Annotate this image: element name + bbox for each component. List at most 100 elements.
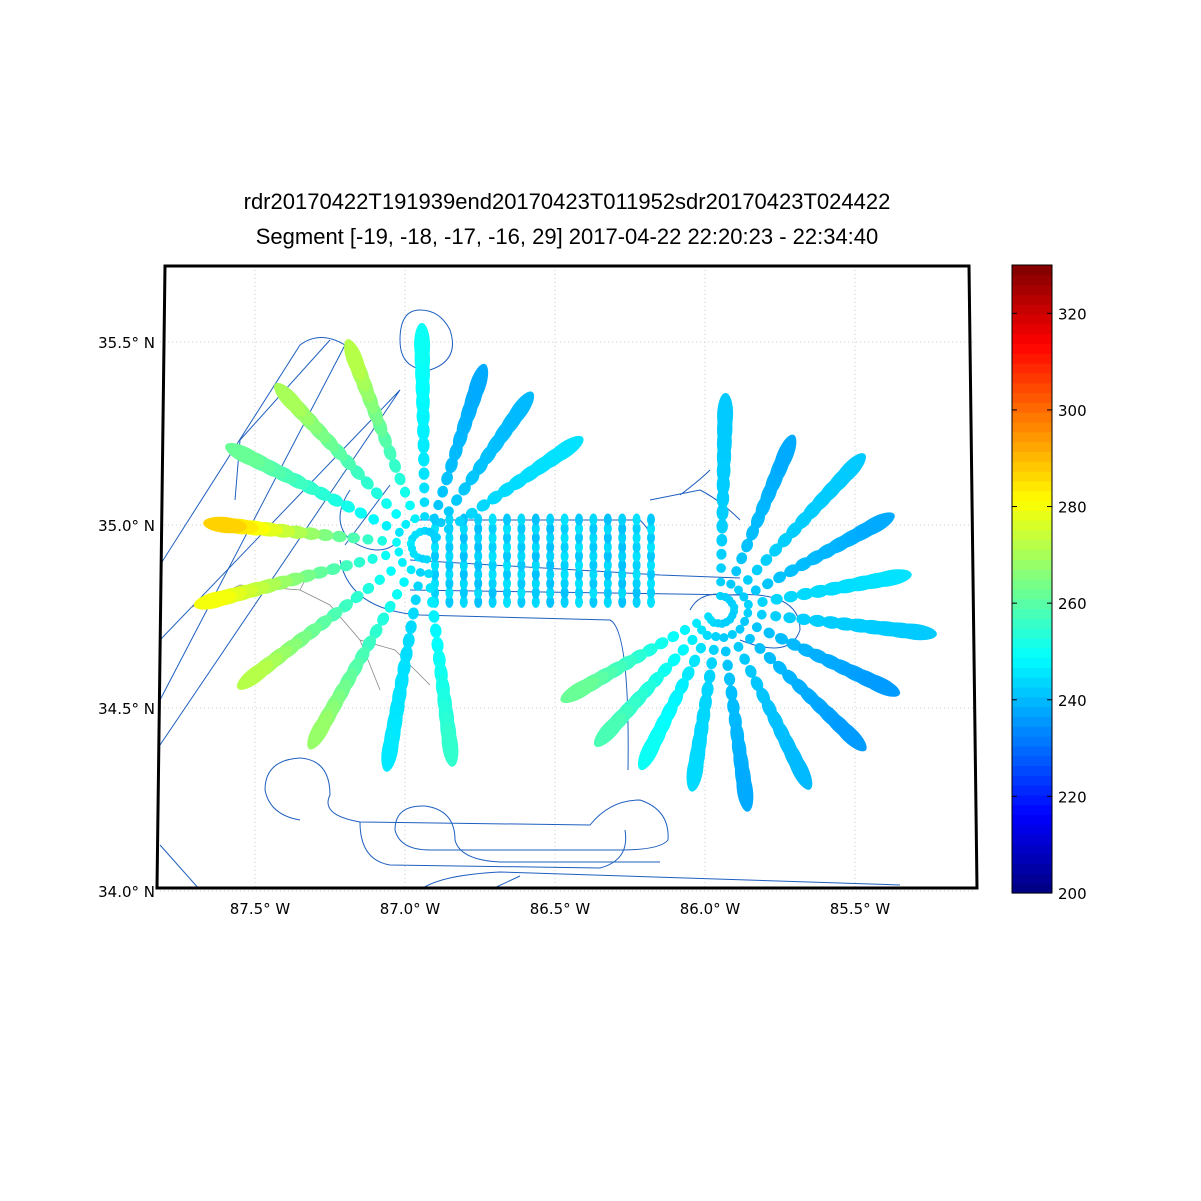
spoke-point	[193, 590, 237, 610]
colorbar-segment	[1012, 834, 1052, 845]
colorbar-segment	[1012, 294, 1052, 305]
spoke-point	[362, 534, 374, 545]
spoke-point	[796, 587, 814, 601]
grid-point	[531, 577, 540, 590]
spoke-point	[399, 486, 411, 498]
spoke-point	[560, 677, 600, 704]
spoke-point	[783, 612, 796, 624]
colorbar-segment	[1012, 510, 1052, 521]
colorbar-segment	[1012, 804, 1052, 816]
spoke-point	[654, 637, 669, 650]
colorbar-segment	[1012, 402, 1052, 413]
spoke-point	[339, 560, 353, 572]
spoke-point	[757, 596, 768, 607]
grid-point	[474, 577, 483, 590]
grid-point	[488, 522, 497, 535]
grid-point	[488, 513, 497, 526]
grid-point	[546, 595, 555, 608]
colorbar-segment	[1012, 628, 1052, 639]
spoke-point	[362, 582, 375, 595]
grid-point	[503, 559, 511, 572]
grid-point	[560, 586, 569, 599]
spoke-point	[419, 482, 430, 494]
grid-point	[517, 540, 526, 553]
spoke-point	[773, 571, 787, 584]
grid-point	[546, 568, 555, 581]
spoke-point	[726, 579, 736, 589]
grid-point	[546, 522, 555, 535]
spoke-point	[410, 594, 421, 606]
grid-point	[589, 577, 598, 590]
spoke-point	[695, 642, 707, 654]
grid-point	[618, 540, 627, 553]
spoke-point	[371, 487, 383, 500]
spoke-point	[505, 391, 535, 429]
grid-point	[618, 595, 627, 608]
spoke-point	[347, 532, 360, 544]
colorbar-segment	[1012, 883, 1052, 894]
colorbar-tick-label: 320	[1058, 305, 1087, 323]
grid-point	[503, 540, 511, 553]
grid-point	[445, 595, 454, 608]
spoke-point	[725, 685, 738, 701]
grid-point	[647, 595, 655, 608]
colorbar-tick-label: 300	[1058, 402, 1087, 420]
grid-point	[603, 577, 612, 590]
spoke-point	[399, 577, 409, 587]
grid-point	[474, 568, 483, 581]
spoke-point	[809, 614, 826, 627]
spoke-point	[716, 503, 729, 521]
spoke-point	[432, 532, 441, 542]
grid-point	[445, 577, 454, 590]
colorbar-segment	[1012, 363, 1052, 374]
spoke-point	[667, 631, 680, 643]
grid-point	[618, 568, 627, 581]
grid-point	[647, 522, 655, 535]
grid-point	[517, 595, 526, 608]
spoke-point	[739, 653, 750, 665]
lon-tick-label: 86.5° W	[530, 900, 591, 918]
grid-point	[647, 577, 655, 590]
grid-point	[632, 559, 641, 572]
spoke-point	[703, 669, 716, 684]
grid-point	[531, 540, 540, 553]
spoke-point	[431, 636, 444, 654]
grid-point	[632, 586, 641, 599]
spoke-point	[391, 509, 402, 519]
spoke-point	[687, 634, 698, 645]
grid-point	[503, 577, 511, 590]
grid-point	[575, 568, 583, 581]
spoke-point	[783, 590, 798, 603]
colorbar-segment	[1012, 284, 1052, 296]
spoke-point	[429, 513, 439, 523]
chart-title: rdr20170422T191939end20170423T011952sdr2…	[243, 189, 891, 214]
grid-point	[445, 559, 454, 572]
colorbar-segment	[1012, 794, 1052, 806]
spoke-point	[859, 673, 901, 697]
spoke-point	[274, 382, 307, 417]
spoke-point	[711, 632, 721, 642]
grid-point	[531, 531, 540, 544]
colorbar-segment	[1012, 461, 1052, 472]
grid-point	[445, 513, 454, 526]
grid-point	[589, 522, 598, 535]
spoke-point	[394, 472, 406, 486]
grid-point	[503, 586, 511, 599]
spoke-point	[716, 533, 728, 547]
colorbar-segment	[1012, 353, 1052, 364]
colorbar-segment	[1012, 853, 1052, 865]
grid-point	[546, 531, 555, 544]
colorbar-segment	[1012, 412, 1052, 423]
spoke-point	[739, 592, 749, 602]
lon-tick-label: 85.5° W	[830, 900, 891, 918]
spoke-point	[419, 497, 430, 508]
grid-point	[647, 568, 655, 581]
grid-point	[474, 550, 483, 563]
spoke-point	[476, 499, 491, 512]
spoke-point	[762, 578, 774, 590]
grid-point	[603, 568, 612, 581]
colorbar-segment	[1012, 706, 1052, 717]
grid-point	[632, 568, 641, 581]
colorbar-segment	[1012, 814, 1052, 825]
colorbar-segment	[1012, 471, 1052, 482]
